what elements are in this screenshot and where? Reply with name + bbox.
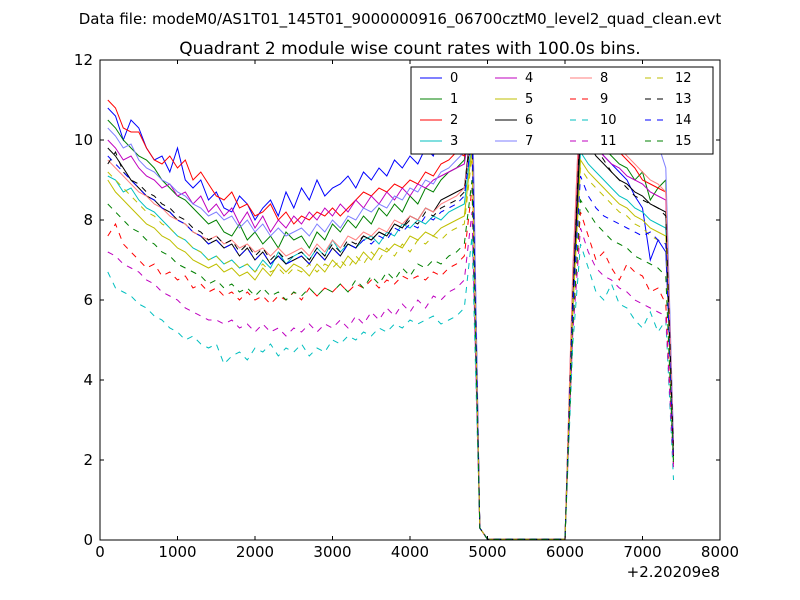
legend-label-3: 3: [450, 134, 458, 149]
y-tick-label: 8: [83, 211, 93, 229]
legend-label-7: 7: [525, 134, 533, 149]
y-tick-label: 0: [83, 531, 93, 549]
y-tick-label: 12: [74, 51, 93, 69]
legend-label-9: 9: [600, 92, 608, 107]
legend-label-5: 5: [525, 92, 533, 107]
legend-label-1: 1: [450, 92, 458, 107]
y-tick-label: 6: [83, 291, 93, 309]
x-tick-label: 8000: [701, 543, 739, 561]
y-tick-label: 2: [83, 451, 93, 469]
series-line-10: [107, 235, 674, 540]
legend-label-12: 12: [675, 71, 692, 86]
legend-label-15: 15: [675, 134, 692, 149]
legend-label-8: 8: [600, 71, 608, 86]
x-tick-label: 0: [95, 543, 105, 561]
series-line-13: [107, 115, 674, 540]
x-axis: 0 1000 2000 3000 4000 5000 6000 7000 8000: [95, 60, 739, 561]
series-layer: [107, 67, 674, 540]
legend-label-13: 13: [675, 92, 692, 107]
legend-label-6: 6: [525, 113, 533, 128]
x-offset-label: +2.20209e8: [627, 563, 720, 581]
series-line-9: [107, 187, 674, 540]
legend-label-4: 4: [525, 71, 533, 86]
y-tick-label: 4: [83, 371, 93, 389]
x-tick-label: 1000: [158, 543, 196, 561]
chart-title: Quadrant 2 module wise count rates with …: [179, 39, 640, 59]
legend-frame: [410, 66, 714, 155]
legend-label-0: 0: [450, 71, 458, 86]
x-tick-label: 5000: [468, 543, 506, 561]
x-tick-label: 7000: [623, 543, 661, 561]
x-tick-label: 6000: [546, 543, 584, 561]
x-tick-label: 2000: [236, 543, 274, 561]
x-tick-label: 4000: [391, 543, 429, 561]
x-tick-label: 3000: [313, 543, 351, 561]
series-line-15: [107, 179, 674, 540]
figure-suptitle: Data file: modeM0/AS1T01_145T01_90000009…: [79, 10, 722, 29]
legend-label-14: 14: [675, 113, 692, 128]
y-tick-label: 10: [74, 131, 93, 149]
series-line-11: [107, 211, 674, 540]
legend-label-10: 10: [600, 113, 617, 128]
legend-label-11: 11: [600, 134, 617, 149]
legend-label-2: 2: [450, 113, 458, 128]
series-line-12: [107, 155, 674, 540]
series-line-14: [107, 135, 674, 540]
